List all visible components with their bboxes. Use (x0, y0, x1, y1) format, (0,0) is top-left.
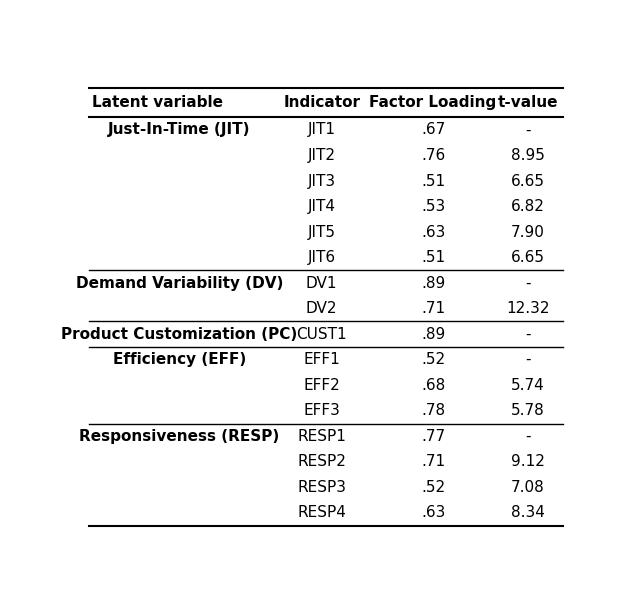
Text: .78: .78 (421, 403, 445, 418)
Text: -: - (525, 327, 531, 341)
Text: 6.65: 6.65 (511, 174, 545, 188)
Text: .89: .89 (421, 327, 445, 341)
Text: RESP2: RESP2 (297, 454, 346, 469)
Text: .71: .71 (421, 454, 445, 469)
Text: .71: .71 (421, 301, 445, 316)
Text: .76: .76 (421, 148, 445, 163)
Text: Product Customization (PC): Product Customization (PC) (61, 327, 297, 341)
Text: EFF1: EFF1 (303, 352, 340, 367)
Text: 6.82: 6.82 (511, 199, 545, 214)
Text: JIT1: JIT1 (308, 122, 336, 138)
Text: .89: .89 (421, 276, 445, 290)
Text: .51: .51 (421, 174, 445, 188)
Text: DV2: DV2 (306, 301, 338, 316)
Text: -: - (525, 276, 531, 290)
Text: -: - (525, 429, 531, 444)
Text: .63: .63 (421, 505, 445, 521)
Text: .51: .51 (421, 250, 445, 265)
Text: .68: .68 (421, 378, 445, 393)
Text: 8.95: 8.95 (511, 148, 545, 163)
Text: .52: .52 (421, 352, 445, 367)
Text: 12.32: 12.32 (506, 301, 550, 316)
Text: Indicator: Indicator (283, 95, 360, 110)
Text: Factor Loading: Factor Loading (369, 95, 497, 110)
Text: 7.90: 7.90 (511, 225, 545, 239)
Text: Demand Variability (DV): Demand Variability (DV) (76, 276, 283, 290)
Text: EFF3: EFF3 (303, 403, 340, 418)
Text: 9.12: 9.12 (511, 454, 545, 469)
Text: t-value: t-value (497, 95, 558, 110)
Text: JIT6: JIT6 (308, 250, 336, 265)
Text: JIT5: JIT5 (308, 225, 336, 239)
Text: RESP3: RESP3 (297, 480, 347, 495)
Text: -: - (525, 122, 531, 138)
Text: 7.08: 7.08 (511, 480, 545, 495)
Text: 6.65: 6.65 (511, 250, 545, 265)
Text: .52: .52 (421, 480, 445, 495)
Text: JIT4: JIT4 (308, 199, 336, 214)
Text: RESP1: RESP1 (297, 429, 346, 444)
Text: Just-In-Time (JIT): Just-In-Time (JIT) (108, 122, 251, 138)
Text: 5.78: 5.78 (511, 403, 545, 418)
Text: .67: .67 (421, 122, 445, 138)
Text: .63: .63 (421, 225, 445, 239)
Text: CUST1: CUST1 (296, 327, 347, 341)
Text: .77: .77 (421, 429, 445, 444)
Text: Responsiveness (RESP): Responsiveness (RESP) (80, 429, 280, 444)
Text: JIT3: JIT3 (308, 174, 336, 188)
Text: RESP4: RESP4 (297, 505, 346, 521)
Text: DV1: DV1 (306, 276, 338, 290)
Text: EFF2: EFF2 (303, 378, 340, 393)
Text: JIT2: JIT2 (308, 148, 336, 163)
Text: Latent variable: Latent variable (92, 95, 223, 110)
Text: 5.74: 5.74 (511, 378, 545, 393)
Text: 8.34: 8.34 (511, 505, 545, 521)
Text: Efficiency (EFF): Efficiency (EFF) (113, 352, 246, 367)
Text: -: - (525, 352, 531, 367)
Text: .53: .53 (421, 199, 445, 214)
